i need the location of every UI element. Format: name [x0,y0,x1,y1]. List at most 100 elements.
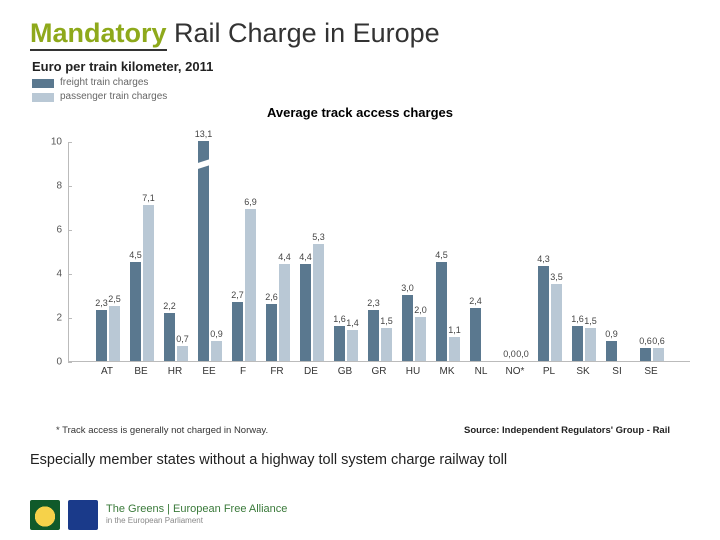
brand-sub: in the European Parliament [106,515,287,527]
bar-label-passenger: 4,4 [278,252,291,262]
bar-label-freight: 2,2 [163,301,176,311]
bar-label-freight: 0,0 [503,349,516,359]
page-title: Mandatory Rail Charge in Europe [30,18,690,49]
bar-label-freight: 4,3 [537,254,550,264]
bar-passenger [415,317,426,361]
bar-label-passenger: 1,1 [448,325,461,335]
brand-text: The Greens | European Free Alliance in t… [106,503,287,527]
x-category-label: F [240,366,246,377]
brand-main: The Greens | European Free Alliance [106,503,287,515]
logo-efa-icon [68,500,98,530]
bar-label-passenger: 0,7 [176,334,189,344]
bar-label-passenger: 7,1 [142,193,155,203]
y-tick-label: 4 [56,269,66,280]
callout-text: Especially member states without a highw… [30,452,507,468]
legend-row-freight: freight train charges [32,76,690,90]
bar-freight [470,308,481,361]
chart: 2,32,54,57,12,20,713,10,92,76,92,64,44,4… [42,142,690,392]
bar-label-passenger: 1,4 [346,318,359,328]
x-category-label: NL [475,366,488,377]
x-category-label: GB [338,366,352,377]
x-category-label: BE [134,366,147,377]
bar-passenger [143,205,154,361]
bar-passenger [551,284,562,361]
source-label: Source: Independent Regulators' Group - … [464,425,670,436]
bars-container: 2,32,54,57,12,20,713,10,92,76,92,64,44,4… [69,142,690,361]
bar-label-freight: 2,6 [265,292,278,302]
bar-label-passenger: 0,9 [210,329,223,339]
bar-freight [606,341,617,361]
swatch-freight [32,79,54,88]
bar-label-passenger: 2,0 [414,305,427,315]
bar-label-passenger: 5,3 [312,232,325,242]
y-tick-mark [68,362,72,363]
logo-greens-icon [30,500,60,530]
bar-passenger [109,306,120,361]
legend: freight train charges passenger train ch… [32,76,690,104]
x-category-label: EE [202,366,215,377]
bar-freight [96,310,107,361]
bar-passenger [245,209,256,361]
bar-label-freight: 0,9 [605,329,618,339]
bar-freight [130,262,141,361]
x-category-label: GR [372,366,387,377]
bar-passenger [449,337,460,361]
title-rest: Rail Charge in Europe [167,18,440,48]
bar-freight [436,262,447,361]
footnote: * Track access is generally not charged … [56,425,268,436]
bar-passenger [313,244,324,361]
bar-label-freight: 2,3 [95,298,108,308]
bar-label-freight: 3,0 [401,283,414,293]
footer-brand: The Greens | European Free Alliance in t… [30,500,287,530]
bar-label-freight: 1,6 [333,314,346,324]
legend-label-freight: freight train charges [60,76,148,90]
y-tick-label: 10 [51,137,66,148]
bar-label-passenger: 0,0 [516,349,529,359]
bar-passenger [653,348,664,361]
bar-label-freight: 4,5 [129,250,142,260]
bar-label-freight: 0,6 [639,336,652,346]
bar-label-freight: 2,4 [469,296,482,306]
bar-passenger [585,328,596,361]
bar-label-freight: 2,3 [367,298,380,308]
bar-label-freight: 2,7 [231,290,244,300]
bar-label-passenger: 2,5 [108,294,121,304]
bar-label-passenger: 1,5 [380,316,393,326]
bar-label-freight: 1,6 [571,314,584,324]
bar-freight [572,326,583,361]
bar-freight [232,302,243,361]
bar-passenger [211,341,222,361]
bar-passenger [381,328,392,361]
chart-title: Average track access charges [0,105,720,120]
bar-label-passenger: 1,5 [584,316,597,326]
swatch-passenger [32,93,54,102]
bar-passenger [347,330,358,361]
x-category-label: HU [406,366,420,377]
legend-row-passenger: passenger train charges [32,90,690,104]
x-category-label: HR [168,366,182,377]
x-category-label: NO* [506,366,525,377]
bar-freight [538,266,549,361]
bar-label-passenger: 0,6 [652,336,665,346]
bar-passenger [177,346,188,361]
bar-freight [164,313,175,361]
plot-area: 2,32,54,57,12,20,713,10,92,76,92,64,44,4… [68,142,690,362]
y-tick-label: 8 [56,181,66,192]
bar-label-freight: 4,4 [299,252,312,262]
x-category-label: DE [304,366,318,377]
legend-label-passenger: passenger train charges [60,90,167,104]
bar-label-freight: 13,1 [195,129,213,139]
y-tick-mark [68,186,72,187]
bar-freight [640,348,651,361]
bar-label-freight: 4,5 [435,250,448,260]
bar-freight [300,264,311,361]
x-category-label: AT [101,366,113,377]
slide: Mandatory Rail Charge in Europe Euro per… [0,0,720,540]
y-tick-label: 0 [56,357,66,368]
bar-freight [402,295,413,361]
bar-freight [334,326,345,361]
title-accent: Mandatory [30,18,167,51]
y-tick-mark [68,274,72,275]
x-category-label: SI [612,366,621,377]
bar-freight [368,310,379,361]
